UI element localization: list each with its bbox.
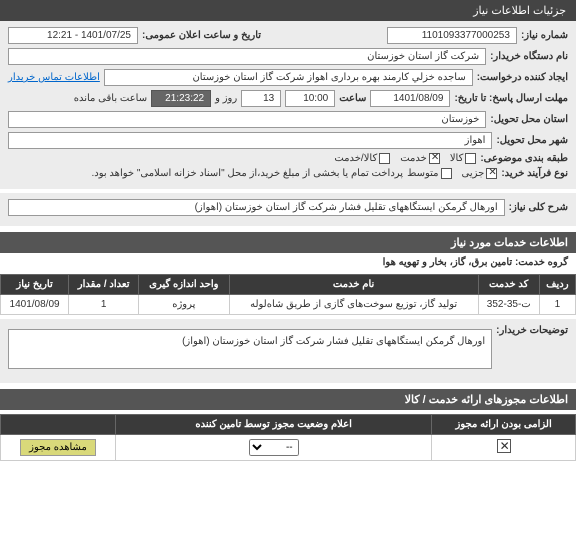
radio-service-label: خدمت <box>400 153 427 164</box>
view-permit-button[interactable]: مشاهده مجوز <box>20 439 96 456</box>
radio-service[interactable] <box>429 153 440 164</box>
radio-medium-label: متوسط <box>407 168 438 179</box>
need-number-label: شماره نیاز: <box>521 30 568 41</box>
main-desc-value: اورهال گرمکن ایستگاههای تقلیل فشار شرکت … <box>8 199 505 216</box>
mandatory-checkbox[interactable] <box>497 439 511 453</box>
radio-both[interactable] <box>379 153 390 164</box>
services-title: اطلاعات خدمات مورد نیاز <box>0 232 576 253</box>
days-value: 13 <box>241 90 281 107</box>
tab-header: جزئیات اطلاعات نیاز <box>0 0 576 21</box>
province-value: خوزستان <box>8 111 486 128</box>
th-mandatory: الزامی بودن ارائه مجوز <box>432 415 576 435</box>
days-label: روز و <box>215 93 237 104</box>
form-section: شماره نیاز: 1101093377000253 تاریخ و ساع… <box>0 21 576 189</box>
province-label: استان محل تحویل: <box>490 114 568 125</box>
radio-both-label: کالا/خدمت <box>334 153 377 164</box>
radio-partial[interactable] <box>486 168 497 179</box>
th-row: ردیف <box>539 275 575 295</box>
time-value: 10:00 <box>285 90 335 107</box>
process-note: پرداخت تمام یا بخشی از مبلغ خرید،از محل … <box>91 168 403 179</box>
td-row: 1 <box>539 295 575 315</box>
th-unit: واحد اندازه گیری <box>139 275 229 295</box>
status-select[interactable]: -- <box>249 439 299 456</box>
creator-value: ساجده خزلي کارمند بهره برداری اهواز شرکت… <box>104 69 473 86</box>
time-label: ساعت <box>339 93 366 104</box>
th-qty: تعداد / مقدار <box>69 275 139 295</box>
radio-partial-label: جزیی <box>462 168 485 179</box>
td-qty: 1 <box>69 295 139 315</box>
deadline-date: 1401/08/09 <box>370 90 450 107</box>
table-row: 1 ت-35-352 تولید گاز، توزیع سوخت‌های گاز… <box>1 295 576 315</box>
th-status: اعلام وضعیت مجوز توسط تامین کننده <box>116 415 432 435</box>
td-date: 1401/08/09 <box>1 295 69 315</box>
permit-row: -- مشاهده مجوز <box>1 435 576 461</box>
th-date: تاریخ نیاز <box>1 275 69 295</box>
remaining-label: ساعت باقی مانده <box>74 93 147 104</box>
radio-goods[interactable] <box>465 153 476 164</box>
td-unit: پروژه <box>139 295 229 315</box>
classification-options: کالا خدمت کالا/خدمت <box>334 153 476 164</box>
buyer-notes-box: اورهال گرمکن ایستگاههای تقلیل فشار شرکت … <box>8 329 492 369</box>
service-group-label: گروه خدمت: <box>515 257 568 268</box>
th-name: نام خدمت <box>229 275 478 295</box>
permits-title: اطلاعات مجوزهای ارائه خدمت / کالا <box>0 389 576 410</box>
process-options: جزیی متوسط <box>407 168 497 179</box>
deadline-label: مهلت ارسال پاسخ: تا تاریخ: <box>454 93 568 104</box>
creator-label: ایجاد کننده درخواست: <box>477 72 568 83</box>
radio-goods-label: کالا <box>450 153 464 164</box>
th-action <box>1 415 116 435</box>
classification-label: طبقه بندی موضوعی: <box>480 153 568 164</box>
buyer-value: شرکت گاز استان خوزستان <box>8 48 486 65</box>
announce-label: تاریخ و ساعت اعلان عمومی: <box>142 30 261 41</box>
permits-table: الزامی بودن ارائه مجوز اعلام وضعیت مجوز … <box>0 414 576 461</box>
main-desc-label: شرح کلی نیاز: <box>509 202 568 213</box>
process-label: نوع فرآیند خرید: <box>501 168 568 179</box>
services-table: ردیف کد خدمت نام خدمت واحد اندازه گیری ت… <box>0 274 576 315</box>
remaining-time: 21:23:22 <box>151 90 211 107</box>
td-code: ت-35-352 <box>478 295 539 315</box>
city-label: شهر محل تحویل: <box>496 135 568 146</box>
buyer-label: نام دستگاه خریدار: <box>490 51 568 62</box>
need-number-value: 1101093377000253 <box>387 27 517 44</box>
radio-medium[interactable] <box>441 168 452 179</box>
service-group-value: تامین برق، گاز، بخار و تهویه هوا <box>383 257 513 268</box>
buyer-notes-label: توضیحات خریدار: <box>496 325 568 336</box>
td-name: تولید گاز، توزیع سوخت‌های گازی از طریق ش… <box>229 295 478 315</box>
th-code: کد خدمت <box>478 275 539 295</box>
announce-value: 1401/07/25 - 12:21 <box>8 27 138 44</box>
city-value: اهواز <box>8 132 492 149</box>
contact-link[interactable]: اطلاعات تماس خریدار <box>8 72 100 83</box>
